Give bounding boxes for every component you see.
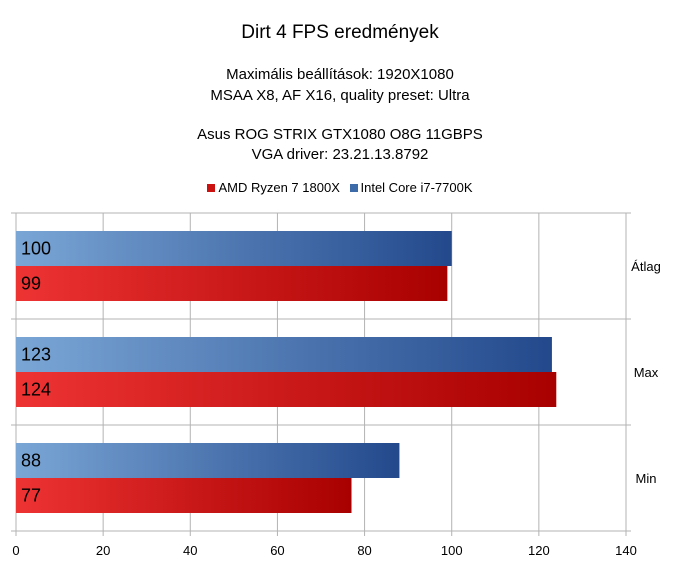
legend-swatch-intel — [349, 184, 358, 192]
data-label-amd: 77 — [21, 486, 41, 506]
x-tick-label: 120 — [528, 543, 550, 558]
legend-label-intel: Intel Core i7-7700K — [360, 180, 473, 195]
category-label: Max — [634, 365, 659, 380]
x-tick-label: 80 — [357, 543, 371, 558]
bar-intel — [16, 443, 400, 478]
subtitle-line-2: MSAA X8, AF X16, quality preset: Ultra — [210, 87, 470, 104]
category-label: Átlag — [631, 259, 661, 274]
x-tick-label: 140 — [615, 543, 637, 558]
subtitle-line-4: VGA driver: 23.21.13.8792 — [251, 146, 429, 163]
legend-item-intel: Intel Core i7-7700K — [349, 180, 473, 195]
x-tick-label: 0 — [12, 543, 19, 558]
data-label-intel: 88 — [21, 451, 41, 471]
legend-item-amd: AMD Ryzen 7 1800X — [207, 180, 340, 195]
x-tick-label: 60 — [270, 543, 284, 558]
data-label-amd: 124 — [21, 380, 51, 400]
bar-amd — [16, 266, 448, 301]
category-label: Min — [636, 471, 657, 486]
data-label-intel: 100 — [21, 239, 51, 259]
x-tick-label: 40 — [183, 543, 197, 558]
subtitle-line-3: Asus ROG STRIX GTX1080 O8G 11GBPS — [197, 126, 483, 143]
legend-label-amd: AMD Ryzen 7 1800X — [218, 180, 340, 195]
bar-amd — [16, 478, 352, 513]
data-label-amd: 99 — [21, 274, 41, 294]
subtitle-line-1: Maximális beállítások: 1920X1080 — [226, 66, 454, 83]
legend: AMD Ryzen 7 1800X Intel Core i7-7700K — [0, 180, 680, 195]
bar-amd — [16, 372, 557, 407]
chart-title: Dirt 4 FPS eredmények — [241, 22, 439, 43]
x-tick-label: 100 — [441, 543, 463, 558]
legend-swatch-amd — [207, 184, 216, 192]
bar-intel — [16, 337, 552, 372]
x-tick-label: 20 — [96, 543, 110, 558]
bar-intel — [16, 231, 452, 266]
data-label-intel: 123 — [21, 345, 51, 365]
